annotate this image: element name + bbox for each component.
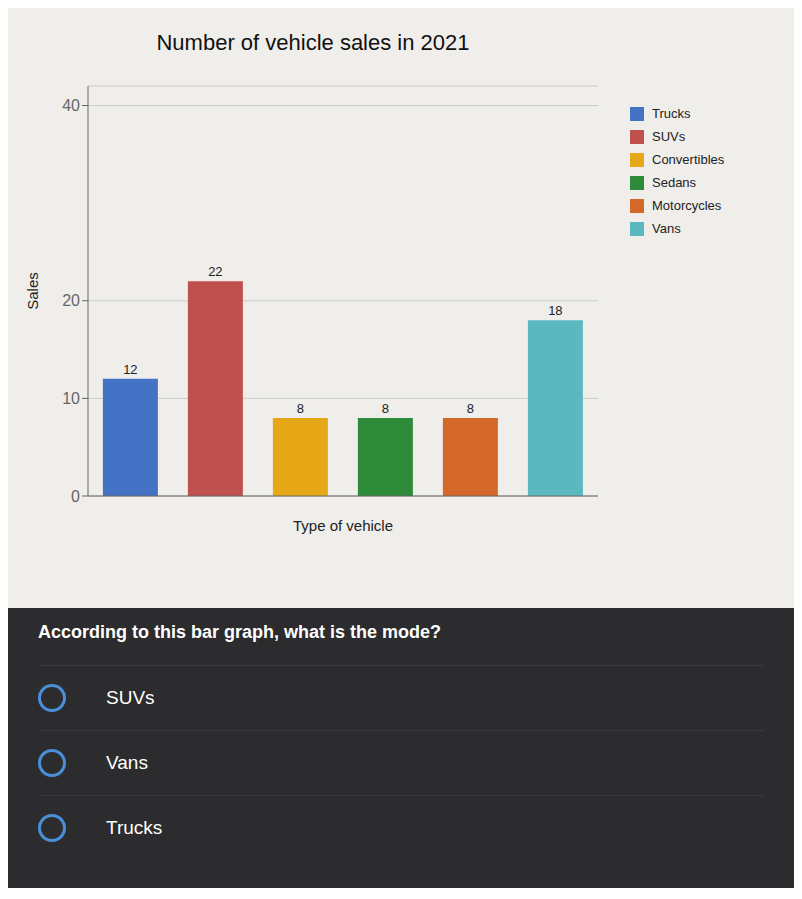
svg-text:22: 22 <box>208 264 222 279</box>
svg-text:12: 12 <box>123 362 137 377</box>
svg-text:20: 20 <box>62 292 80 309</box>
svg-text:18: 18 <box>548 303 562 318</box>
html-text:SUVs: SUVs <box>106 687 155 708</box>
svg-text:8: 8 <box>297 401 304 416</box>
svg-text:8: 8 <box>382 401 389 416</box>
html-text:Vans: Vans <box>652 221 681 236</box>
html-text:SUVs: SUVs <box>652 129 686 144</box>
html-text:Trucks: Trucks <box>652 106 691 121</box>
svg-text:10: 10 <box>62 390 80 407</box>
html-text:Convertibles: Convertibles <box>652 152 725 167</box>
svg-text:Sales: Sales <box>24 272 41 310</box>
html-text:Vans: Vans <box>106 752 148 773</box>
html-text:Motorcycles: Motorcycles <box>652 198 722 213</box>
html-text:According to this bar graph, w: According to this bar graph, what is the… <box>38 622 441 642</box>
svg-text:40: 40 <box>62 97 80 114</box>
html-text:Sedans: Sedans <box>652 175 697 190</box>
html-text:Trucks: Trucks <box>106 817 163 838</box>
svg-text:0: 0 <box>71 488 80 505</box>
html-text:Number of vehicle sales in 202: Number of vehicle sales in 2021 <box>156 30 470 55</box>
svg-text:8: 8 <box>467 401 474 416</box>
svg-text:Type of vehicle: Type of vehicle <box>293 517 393 534</box>
